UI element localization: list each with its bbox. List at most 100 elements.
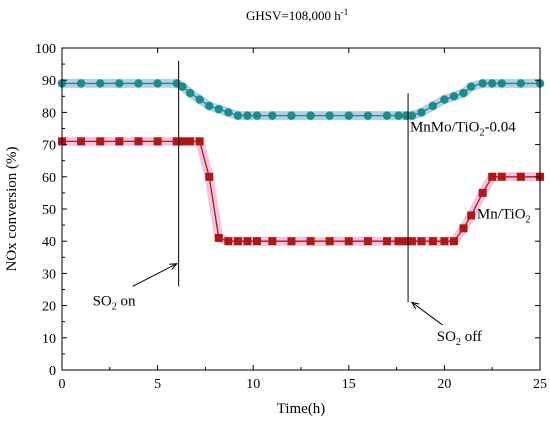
data-point — [382, 111, 392, 120]
data-point — [325, 111, 334, 120]
data-point — [252, 111, 262, 120]
series-label-main: Mn/TiO — [477, 207, 526, 223]
data-point — [253, 237, 262, 246]
data-point — [394, 111, 403, 120]
data-point — [205, 172, 214, 181]
x-tick-label: 0 — [59, 377, 66, 392]
annotation-rest: off — [461, 329, 482, 345]
data-point — [488, 79, 497, 88]
series-layer — [57, 78, 545, 246]
annotation-subscript: 2 — [456, 337, 461, 348]
y-tick-label: 70 — [42, 139, 56, 154]
data-point — [459, 224, 468, 233]
y-axis-label: NOx conversion (%) — [4, 147, 20, 272]
axis-ticks: 0 5 10 15 20 25 0 10 20 30 40 50 60 70 80 90 100 — [35, 42, 547, 392]
data-point — [449, 92, 459, 101]
y-tick-label: 40 — [42, 235, 56, 250]
annotation-main: SO — [437, 329, 456, 345]
annotation-arrow — [132, 264, 177, 287]
data-point — [394, 237, 403, 246]
y-tick-label: 0 — [49, 364, 56, 379]
data-point — [478, 79, 487, 88]
data-point — [467, 211, 476, 220]
data-point — [96, 79, 105, 88]
x-tick-label: 25 — [533, 377, 547, 392]
annotation-main: SO — [93, 294, 112, 310]
data-point — [195, 95, 204, 104]
series-label-main: MnMo/TiO — [410, 120, 480, 136]
data-point — [224, 237, 233, 246]
data-point — [497, 79, 506, 88]
chart-title: GHSV=108,000 h-1 — [246, 7, 348, 23]
annotation-label: SO2 off — [437, 329, 482, 348]
data-point — [417, 108, 426, 117]
data-point — [77, 137, 86, 146]
data-point — [428, 237, 437, 246]
data-point — [233, 111, 243, 120]
data-point — [178, 137, 187, 146]
data-point — [205, 101, 214, 111]
series-halo — [57, 136, 545, 246]
y-tick-label: 20 — [42, 300, 56, 315]
chart-title-main: GHSV=108,000 h — [246, 8, 341, 23]
data-point — [440, 95, 449, 104]
series-label: MnMo/TiO2-0.04 — [410, 120, 516, 139]
series-0 — [57, 78, 545, 121]
data-point — [516, 172, 525, 181]
data-point — [153, 79, 162, 88]
data-point — [325, 237, 334, 246]
data-point — [185, 88, 195, 98]
data-point — [115, 137, 124, 146]
data-point — [186, 137, 195, 146]
plot-frame — [61, 47, 541, 371]
data-point — [153, 137, 162, 146]
data-point — [115, 79, 124, 88]
data-point — [428, 101, 438, 111]
data-point — [134, 79, 143, 88]
x-tick-label: 15 — [342, 377, 356, 392]
annotation-subscript: 2 — [112, 302, 117, 313]
data-point — [478, 188, 487, 197]
data-point — [233, 237, 242, 246]
y-tick-label: 10 — [42, 332, 56, 347]
data-point — [466, 82, 476, 91]
data-point — [224, 108, 233, 117]
data-point — [344, 111, 353, 120]
annotation-label: SO2 on — [93, 294, 136, 313]
data-point — [178, 82, 187, 91]
y-tick-label: 50 — [42, 203, 56, 218]
data-point — [243, 237, 252, 246]
data-point — [407, 237, 416, 246]
series-1 — [57, 136, 545, 246]
data-point — [268, 111, 277, 120]
y-tick-label: 30 — [42, 267, 56, 282]
annotation-rest: on — [117, 294, 136, 310]
x-tick-label: 20 — [437, 377, 451, 392]
data-point — [383, 237, 392, 246]
x-tick-label: 10 — [246, 377, 260, 392]
annotation-arrow — [412, 302, 443, 326]
data-point — [214, 104, 223, 114]
data-point — [497, 172, 506, 181]
data-point — [407, 111, 417, 120]
series-label-subscript: 2 — [526, 215, 531, 226]
data-point — [76, 79, 86, 88]
data-point — [344, 237, 353, 246]
data-point — [449, 237, 458, 246]
data-point — [96, 137, 105, 146]
data-point — [306, 237, 315, 246]
y-tick-label: 80 — [42, 106, 56, 121]
chart-title-superscript: -1 — [341, 7, 349, 17]
data-point — [287, 237, 296, 246]
data-point — [363, 237, 372, 246]
data-point — [516, 79, 526, 88]
data-point — [134, 137, 143, 146]
data-point — [243, 111, 252, 120]
data-point — [172, 137, 181, 146]
data-point — [417, 237, 426, 246]
x-axis-label: Time(h) — [277, 401, 326, 417]
x-tick-label: 5 — [154, 377, 161, 392]
data-point — [440, 237, 449, 246]
